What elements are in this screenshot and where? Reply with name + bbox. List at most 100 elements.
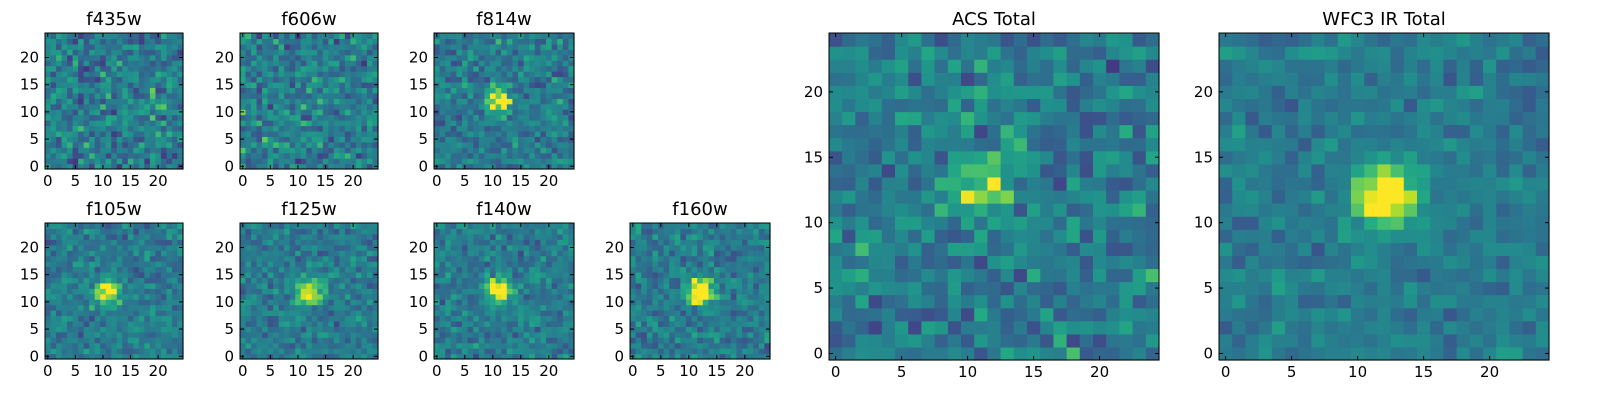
pixel-cell [144,304,151,311]
pixel-cell [529,158,536,165]
pixel-cell [245,43,252,50]
pixel-cell [372,250,379,257]
pixel-cell [934,189,949,204]
pixel-cell [300,103,307,110]
pixel-cell [89,103,96,110]
pixel-cell [256,60,263,67]
pixel-cell [100,76,107,83]
pixel-cell [747,223,754,230]
pixel-cell [473,136,480,143]
pixel-cell [490,255,497,262]
pixel-cell [160,282,168,289]
pixel-cell [546,81,553,88]
pixel-cell [122,33,129,40]
pixel-cell [177,315,184,322]
pixel-cell [61,136,68,143]
pixel-cell [311,342,318,349]
pixel-cell [361,244,368,251]
pixel-cell [1079,189,1094,204]
pixel-cell [1040,281,1054,296]
pixel-cell [753,282,760,289]
pixel-cell [289,136,296,143]
pixel-cell [1119,333,1134,348]
pixel-cell [138,310,145,317]
pixel-cell [686,282,693,289]
pixel-cell [540,76,547,83]
pixel-cell [646,233,653,240]
pixel-cell [83,271,90,278]
pixel-cell [295,342,302,349]
pixel-cell [149,147,156,154]
pixel-cell [251,81,258,88]
pixel-cell [278,255,285,262]
pixel-cell [83,331,90,338]
pixel-cell [83,43,90,50]
pixel-cell [529,233,536,240]
pixel-cell [328,60,335,67]
pixel-cell [262,49,269,56]
pixel-cell [568,255,575,262]
pixel-cell [546,120,553,127]
pixel-cell [686,293,693,300]
pixel-cell [714,288,721,295]
pixel-cell [240,114,247,121]
pixel-cell [177,147,184,154]
pixel-cell [155,120,162,127]
pixel-cell [652,348,659,355]
pixel-cell [546,239,553,246]
pixel-cell [646,244,653,251]
pixel-cell [506,60,513,67]
pixel-cell [366,33,374,40]
pixel-cell [708,228,715,235]
pixel-cell [1040,189,1054,204]
pixel-cell [116,304,123,311]
pixel-cell [641,320,648,327]
pixel-cell [641,315,648,322]
pixel-cell [669,331,676,338]
pixel-cell [568,342,575,349]
pixel-cell [635,348,642,355]
pixel-cell [155,277,162,284]
pixel-cell [78,125,85,132]
pixel-cell [355,244,363,251]
pixel-cell [534,43,541,50]
pixel-cell [289,223,296,230]
pixel-cell [372,60,379,67]
pixel-cell [1093,255,1107,270]
pixel-cell [445,310,452,317]
pixel-cell [540,120,547,127]
pixel-cell [725,223,732,230]
pixel-cell [133,348,140,355]
pixel-cell [100,261,107,268]
pixel-cell [1066,163,1081,178]
pixel-cell [116,33,123,40]
pixel-cell [50,261,57,268]
pixel-cell [278,81,285,88]
pixel-cell [306,136,313,143]
pixel-cell [630,239,637,246]
pixel-cell [133,342,140,349]
pixel-cell [434,250,441,257]
pixel-cell [456,38,463,45]
pixel-cell [350,331,357,338]
pixel-cell [267,271,274,278]
pixel-cell [540,239,547,246]
pixel-cell [83,71,90,78]
pixel-cell [501,152,508,159]
y-tick-label: 10 [20,293,39,311]
pixel-cell [501,337,508,344]
pixel-cell [78,239,85,246]
pixel-cell [747,228,754,235]
pixel-cell [100,92,107,99]
pixel-cell [855,216,870,230]
pixel-cell [155,54,162,61]
pixel-cell [127,152,134,159]
pixel-cell [646,277,653,284]
pixel-cell [546,152,553,159]
pixel-cell [339,239,346,246]
pixel-cell [462,233,469,240]
pixel-cell [697,320,704,327]
pixel-cell [478,331,485,338]
pixel-cell [171,33,179,40]
pixel-cell [635,266,642,273]
